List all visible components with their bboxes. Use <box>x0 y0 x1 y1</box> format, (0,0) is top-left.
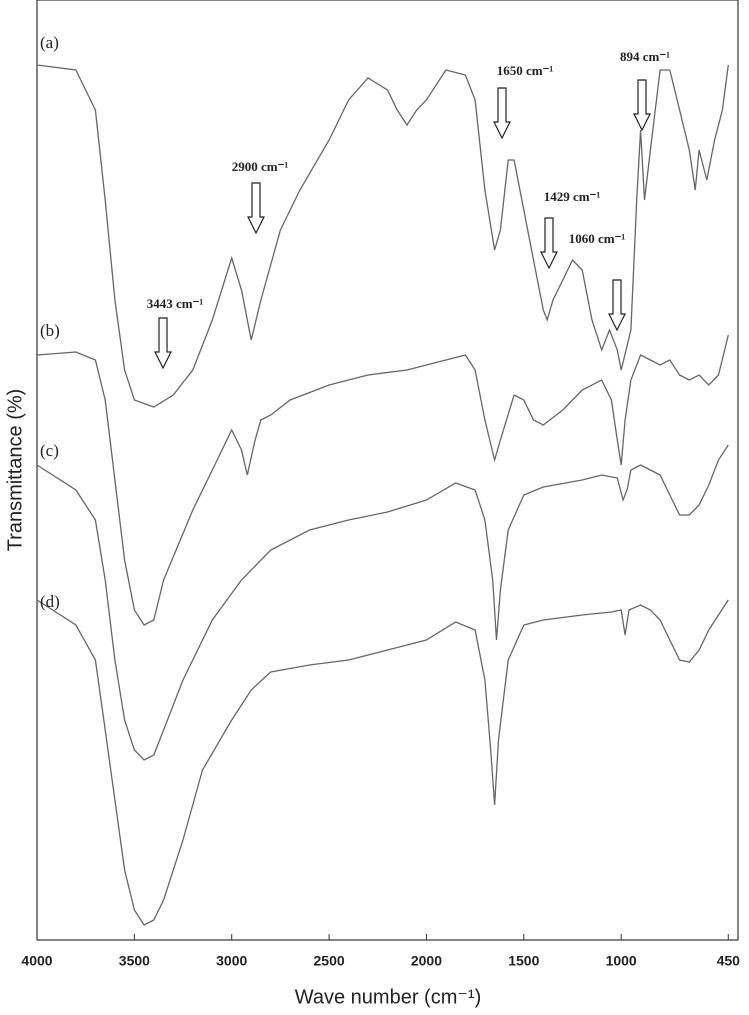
x-tick-label: 450 <box>717 953 741 969</box>
x-tick-label: 1000 <box>606 953 637 969</box>
annotation: 1060 cm⁻¹ <box>569 231 626 246</box>
x-axis-title: Wave number (cm⁻¹) <box>295 986 482 1008</box>
x-tick-label: 3000 <box>216 953 247 969</box>
annotation-arrow <box>633 79 651 132</box>
y-axis-title: Transmittance (%) <box>4 389 26 552</box>
x-tick-label: 4000 <box>21 953 52 969</box>
spectrum-line <box>36 64 729 408</box>
annotation-arrow <box>608 279 626 332</box>
annotation-arrow <box>540 217 558 270</box>
annotation: 1650 cm⁻¹ <box>497 63 554 78</box>
spectrum-line <box>36 334 729 626</box>
x-tick-label: 1500 <box>508 953 539 969</box>
annotation: 894 cm⁻¹ <box>620 49 670 64</box>
spectrum-line <box>36 444 729 761</box>
x-tick-label: 2000 <box>411 953 442 969</box>
annotation: 3443 cm⁻¹ <box>147 296 204 311</box>
annotation-arrow <box>154 317 172 370</box>
annotation: 1429 cm⁻¹ <box>544 189 601 204</box>
annotation-arrow <box>493 87 511 140</box>
plot-frame <box>36 0 739 941</box>
spectrum-line <box>36 599 729 926</box>
series-label: (b) <box>40 321 60 340</box>
series-label: (d) <box>40 592 60 611</box>
x-tick-label: 3500 <box>119 953 150 969</box>
x-tick-label: 2500 <box>314 953 345 969</box>
series-label: (a) <box>40 33 59 52</box>
annotation-arrow <box>247 182 265 235</box>
annotation: 2900 cm⁻¹ <box>232 159 289 174</box>
series-label: (c) <box>40 441 59 460</box>
